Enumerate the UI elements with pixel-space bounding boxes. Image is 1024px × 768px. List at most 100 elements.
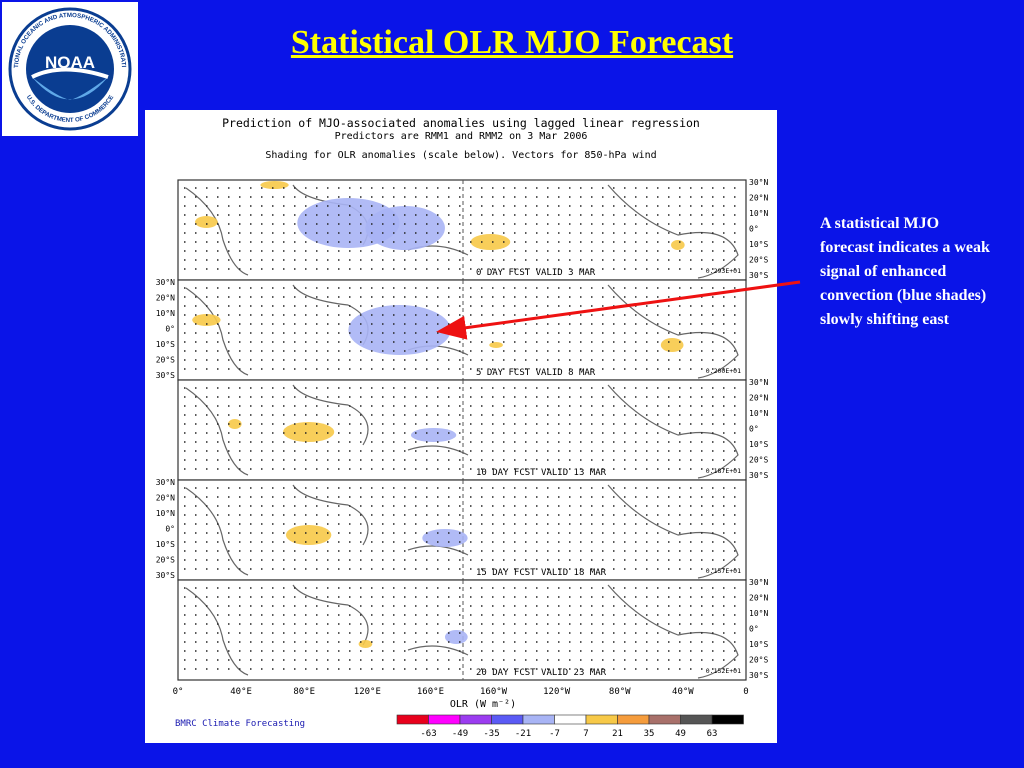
colorbar-swatch xyxy=(396,714,429,725)
olr-anomaly xyxy=(285,525,332,545)
figure-title: Prediction of MJO-associated anomalies u… xyxy=(222,116,700,130)
coastline xyxy=(185,384,739,479)
coastline xyxy=(185,484,739,579)
olr-anomaly xyxy=(227,419,242,429)
panel-label: 5 DAY FCST VALID 8 MAR xyxy=(476,368,596,378)
lat-label: 20°N xyxy=(749,194,768,203)
lat-label: 20°S xyxy=(749,456,768,465)
panel-label: 15 DAY FCST VALID 18 MAR xyxy=(476,568,607,578)
panel-ref-vector: 0.293E+01 xyxy=(706,267,741,275)
colorbar-tick: -7 xyxy=(549,729,560,739)
lat-label: 20°N xyxy=(156,294,175,303)
lon-label: 80°W xyxy=(609,687,631,697)
lat-label: 10°N xyxy=(749,409,768,418)
olr-anomaly xyxy=(195,216,218,228)
lon-label: 120°W xyxy=(543,687,571,697)
panel-ref-vector: 0.152E+01 xyxy=(706,667,741,675)
coastline xyxy=(185,284,739,379)
wind-vectors xyxy=(184,287,736,370)
panel-label: 20 DAY FCST VALID 23 MAR xyxy=(476,668,607,678)
figure-credit: BMRC Climate Forecasting xyxy=(175,719,305,729)
colorbar-swatch xyxy=(648,714,681,725)
lat-label: 30°S xyxy=(749,471,768,480)
olr-anomaly xyxy=(671,240,685,250)
lon-label: 120°E xyxy=(354,687,381,697)
olr-anomaly xyxy=(358,640,373,648)
lon-label: 0 xyxy=(743,687,748,697)
colorbar-tick: 21 xyxy=(612,729,623,739)
lat-label: 20°N xyxy=(156,494,175,503)
lat-label: 0° xyxy=(165,325,175,334)
panel-ref-vector: 0.157E+01 xyxy=(706,567,741,575)
panel-frame xyxy=(177,579,747,681)
colorbar-tick: 49 xyxy=(675,729,686,739)
lat-label: 20°S xyxy=(749,256,768,265)
lon-label: 80°E xyxy=(293,687,315,697)
olr-anomaly xyxy=(192,314,221,326)
lat-label: 10°S xyxy=(749,640,768,649)
logo-text: NOAA xyxy=(45,53,95,72)
lon-label: 0° xyxy=(173,687,184,697)
lat-label: 30°S xyxy=(749,271,768,280)
lat-label: 30°S xyxy=(156,371,175,380)
olr-anomaly xyxy=(489,342,503,348)
olr-anomaly xyxy=(260,181,289,189)
lat-label: 30°S xyxy=(156,571,175,580)
colorbar-swatch xyxy=(617,714,650,725)
forecast-panel: 30°N 20°N 10°N 0° 10°S 20°S 30°S 0 DAY FCST VAL… xyxy=(177,178,768,281)
slide-title: Statistical OLR MJO Forecast xyxy=(290,24,734,61)
colorbar-tick: -49 xyxy=(452,729,468,739)
olr-anomaly xyxy=(660,338,684,352)
forecast-panel: 30°N 20°N 10°N 0° 10°S 20°S 30°S 10 DAY FCST VA… xyxy=(177,378,768,481)
lat-label: 10°S xyxy=(156,540,175,549)
forecast-panel: 30°N 20°N 10°N 0° 10°S 20°S 30°S 5 DAY FCST VAL… xyxy=(156,278,747,381)
figure-predictors: Predictors are RMM1 and RMM2 on 3 Mar 20… xyxy=(335,131,588,142)
olr-anomaly xyxy=(410,428,457,442)
lat-label: 20°N xyxy=(749,394,768,403)
panel-label: 10 DAY FCST VALID 13 MAR xyxy=(476,468,607,478)
lat-label: 0° xyxy=(749,225,759,234)
panel-ref-vector: 0.200E+01 xyxy=(706,367,741,375)
lat-label: 10°N xyxy=(749,609,768,618)
colorbar-label: OLR (W m⁻²) xyxy=(450,699,516,710)
coastline xyxy=(185,584,739,679)
lon-label: 40°E xyxy=(230,687,252,697)
colorbar-tick: -35 xyxy=(483,729,499,739)
forecast-panel: 30°N 20°N 10°N 0° 10°S 20°S 30°S 20 DAY FCST VA… xyxy=(177,578,768,681)
colorbar-tick: -21 xyxy=(515,729,531,739)
forecast-panel: 30°N 20°N 10°N 0° 10°S 20°S 30°S 15 DAY FCST VA… xyxy=(156,478,747,581)
olr-anomaly xyxy=(283,422,335,442)
wind-vectors xyxy=(184,587,736,670)
olr-anomaly xyxy=(365,206,445,250)
lat-label: 30°N xyxy=(156,278,175,287)
figure-shading-note: Shading for OLR anomalies (scale below).… xyxy=(265,150,656,161)
lat-label: 20°S xyxy=(156,356,175,365)
noaa-seal-icon: NOAA NATIONAL OCEANIC AND ATMOSPHERIC AD… xyxy=(0,0,132,131)
lat-label: 20°N xyxy=(749,594,768,603)
lat-label: 10°N xyxy=(156,509,175,518)
lon-label: 160°E xyxy=(417,687,444,697)
lat-label: 20°S xyxy=(749,656,768,665)
lat-label: 10°S xyxy=(749,240,768,249)
panel-label: 0 DAY FCST VALID 3 MAR xyxy=(476,268,596,278)
lat-label: 30°N xyxy=(749,578,768,587)
wind-vectors xyxy=(184,187,736,270)
colorbar-swatch xyxy=(711,714,744,725)
colorbar-tick: 7 xyxy=(583,729,588,739)
lat-label: 10°S xyxy=(749,440,768,449)
colorbar-tick: -63 xyxy=(420,729,436,739)
lon-label: 40°W xyxy=(672,687,694,697)
colorbar-tick: 63 xyxy=(707,729,718,739)
colorbar-swatch xyxy=(522,714,555,725)
olr-anomaly xyxy=(470,234,511,250)
lat-label: 10°N xyxy=(156,309,175,318)
lat-label: 30°N xyxy=(749,378,768,387)
lat-label: 10°S xyxy=(156,340,175,349)
lon-label: 160°W xyxy=(480,687,508,697)
colorbar-swatch xyxy=(554,714,587,725)
colorbar-swatch xyxy=(459,714,492,725)
colorbar-swatch xyxy=(428,714,461,725)
lat-label: 20°S xyxy=(156,556,175,565)
lat-label: 0° xyxy=(749,425,759,434)
panel-frame xyxy=(177,279,747,381)
